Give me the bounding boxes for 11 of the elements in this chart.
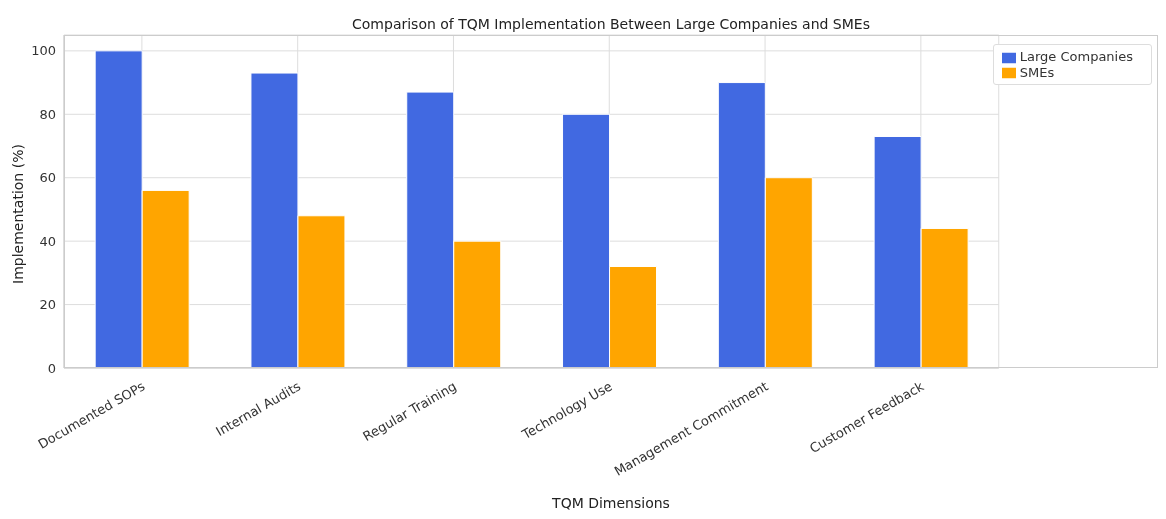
y-tick-label: 100 <box>31 43 56 59</box>
y-tick-label: 20 <box>39 297 56 313</box>
y-tick-label: 80 <box>39 106 56 122</box>
y-tick-label: 60 <box>39 170 56 186</box>
legend-label: Large Companies <box>1019 49 1133 64</box>
y-axis-title: Implementation (%) <box>10 143 26 284</box>
y-tick-label: 0 <box>47 360 56 376</box>
chart-title: Comparison of TQM Implementation Between Large Companies and SMEs <box>351 16 871 32</box>
x-axis-title: TQM Dimensions <box>551 495 671 511</box>
y-tick-label: 40 <box>39 233 56 249</box>
legend-label: SMEs <box>1019 64 1055 80</box>
